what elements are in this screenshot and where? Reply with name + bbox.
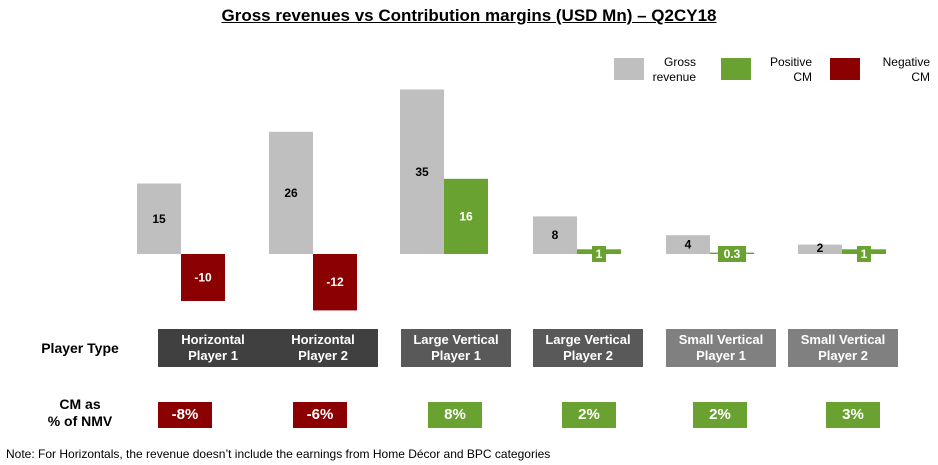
cm-pct-badge: 2% — [562, 402, 616, 428]
player-type-cell: Small Vertical Player 2 — [788, 329, 898, 367]
gross-revenue-label: 4 — [685, 238, 692, 252]
contribution-margin-label: 1 — [861, 247, 868, 261]
gross-revenue-label: 8 — [552, 228, 559, 242]
gross-revenue-label: 15 — [152, 212, 166, 226]
player-type-label: Player Type — [41, 340, 119, 356]
legend-swatch-gross — [614, 58, 644, 80]
contribution-margin-label: -12 — [326, 275, 344, 289]
legend-label-positive: Positive CM — [769, 55, 812, 84]
contribution-margin-bar — [181, 254, 225, 301]
contribution-margin-label-box — [592, 246, 606, 262]
gross-revenue-label: 2 — [817, 241, 824, 255]
contribution-margin-label: 0.3 — [724, 247, 741, 261]
gross-revenue-bar — [533, 216, 577, 254]
legend-swatch-negative — [830, 58, 860, 80]
gross-revenue-label: 35 — [415, 165, 429, 179]
player-type-cell: Large Vertical Player 1 — [401, 329, 511, 367]
bar-chart: 15 -10 26 -12 35 16 8 1 4 0.3 2 1 — [137, 89, 886, 311]
gross-revenue-bar — [137, 183, 181, 254]
gross-revenue-bar — [269, 131, 313, 254]
legend-label-gross: Gross revenue — [652, 55, 696, 84]
contribution-margin-label: 16 — [459, 209, 473, 223]
gross-revenue-bar — [798, 244, 842, 254]
cm-pct-badge: 8% — [428, 402, 482, 428]
player-type-cell: Horizontal Player 2 — [268, 329, 378, 367]
cm-pct-label: CM as % of NMV — [47, 396, 113, 429]
contribution-margin-label: -10 — [194, 271, 212, 285]
gross-revenue-bar — [666, 235, 710, 254]
cm-pct-badge: -6% — [293, 402, 347, 428]
gross-revenue-label: 26 — [284, 186, 298, 200]
player-type-cell: Small Vertical Player 1 — [666, 329, 776, 367]
gross-revenue-bar — [400, 89, 444, 254]
contribution-margin-label: 1 — [596, 247, 603, 261]
legend-swatch-positive — [721, 58, 751, 80]
contribution-margin-label-box — [857, 246, 871, 262]
chart-title: Gross revenues vs Contribution margins (… — [221, 6, 717, 25]
cm-pct-badge: 3% — [826, 402, 880, 428]
footnote: Note: For Horizontals, the revenue doesn… — [6, 447, 551, 461]
contribution-margin-bar — [444, 178, 488, 254]
player-type-cell: Horizontal Player 1 — [158, 329, 268, 367]
cm-pct-badge: -8% — [158, 402, 212, 428]
legend-label-negative: Negative CM — [882, 55, 930, 84]
player-type-cell: Large Vertical Player 2 — [533, 329, 643, 367]
contribution-margin-bar — [313, 254, 357, 311]
cm-pct-badge: 2% — [693, 402, 747, 428]
contribution-margin-label-box — [718, 246, 746, 262]
